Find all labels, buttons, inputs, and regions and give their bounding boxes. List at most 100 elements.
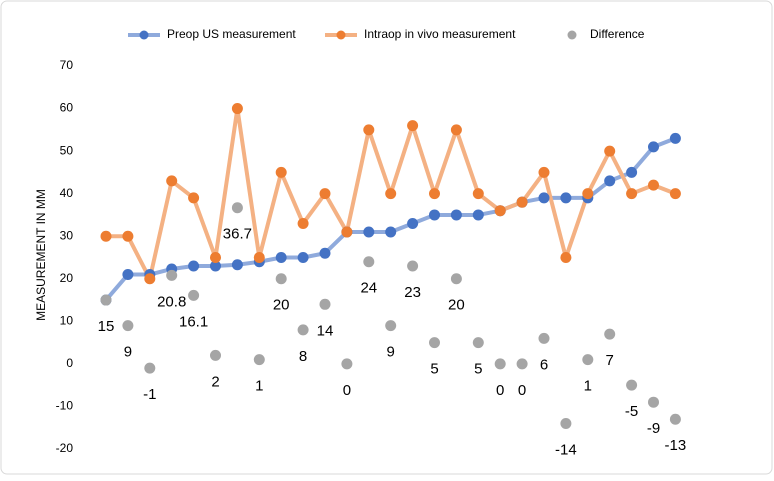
point <box>538 166 550 178</box>
point <box>429 188 440 200</box>
point <box>648 141 659 153</box>
data-label: -1 <box>143 386 156 403</box>
point <box>319 298 331 310</box>
data-label: 20 <box>273 297 290 314</box>
point <box>341 358 353 370</box>
point <box>231 202 243 214</box>
data-label: 0 <box>496 382 504 399</box>
point <box>648 179 659 191</box>
point <box>450 273 462 285</box>
legend-marker <box>139 30 149 40</box>
point <box>626 166 638 178</box>
point <box>210 260 221 272</box>
point <box>166 269 178 281</box>
point <box>210 349 221 361</box>
point <box>538 332 550 344</box>
point <box>231 103 243 115</box>
point <box>429 337 440 349</box>
point <box>385 320 397 332</box>
data-label: -13 <box>665 437 687 454</box>
point <box>275 273 287 285</box>
point <box>560 417 572 429</box>
point <box>210 252 221 263</box>
point <box>407 120 419 132</box>
point <box>604 175 616 187</box>
point <box>253 252 265 263</box>
point <box>319 188 331 200</box>
point <box>648 396 659 408</box>
point <box>472 337 484 349</box>
point <box>669 188 681 200</box>
point <box>297 252 309 263</box>
point <box>669 413 681 425</box>
point <box>407 217 419 229</box>
point <box>275 166 287 178</box>
point <box>626 379 638 391</box>
point <box>582 354 594 366</box>
data-label: 8 <box>299 348 307 365</box>
y-axis-title: MEASUREMENT IN MM <box>34 189 48 321</box>
data-label: 1 <box>584 378 592 395</box>
data-label: 15 <box>98 318 115 335</box>
point <box>669 132 681 144</box>
data-label: 20 <box>448 297 465 314</box>
point <box>516 196 528 208</box>
point <box>560 192 572 204</box>
point <box>122 269 134 281</box>
data-label: -14 <box>555 441 577 458</box>
y-tick-label: 60 <box>60 101 74 115</box>
legend-label: Difference <box>590 27 645 41</box>
point <box>472 188 484 200</box>
point <box>341 226 353 238</box>
data-label: 9 <box>124 344 132 361</box>
point <box>122 320 134 332</box>
point <box>363 226 375 238</box>
point <box>363 256 375 268</box>
data-label: 5 <box>474 361 482 378</box>
legend-marker <box>567 30 577 40</box>
point <box>450 124 462 136</box>
y-tick-label: 70 <box>60 58 74 72</box>
point <box>626 188 638 200</box>
y-tick-label: 30 <box>60 228 74 242</box>
point <box>604 145 616 157</box>
y-tick-label: 40 <box>60 186 74 200</box>
data-label: 0 <box>343 382 351 399</box>
y-tick-label: 50 <box>60 143 74 157</box>
point <box>297 324 309 336</box>
data-label: 0 <box>518 382 526 399</box>
point <box>363 124 375 136</box>
data-label: 36.7 <box>223 226 252 243</box>
point <box>144 273 156 285</box>
point <box>494 205 506 217</box>
point <box>516 358 528 370</box>
data-label: 7 <box>606 352 614 369</box>
data-label: -5 <box>625 403 638 420</box>
point <box>297 217 309 229</box>
point <box>144 362 156 374</box>
y-tick-label: 0 <box>66 356 73 370</box>
legend-label: Preop US measurement <box>167 27 296 41</box>
legend-marker <box>336 30 346 40</box>
point <box>407 260 419 272</box>
point <box>188 289 200 301</box>
point <box>253 354 265 366</box>
data-label: 6 <box>540 356 548 373</box>
point <box>188 260 200 272</box>
data-label: 9 <box>387 344 395 361</box>
point <box>100 294 112 306</box>
legend-label: Intraop in vivo measurement <box>364 27 516 41</box>
point <box>231 259 243 271</box>
point <box>188 192 200 204</box>
point <box>275 252 287 263</box>
point <box>450 209 462 221</box>
point <box>100 230 112 242</box>
data-label: 1 <box>255 378 263 395</box>
point <box>385 188 397 200</box>
data-label: -9 <box>647 420 660 437</box>
y-tick-label: -10 <box>56 399 74 413</box>
point <box>122 230 134 242</box>
point <box>166 175 178 187</box>
data-label: 5 <box>430 361 438 378</box>
